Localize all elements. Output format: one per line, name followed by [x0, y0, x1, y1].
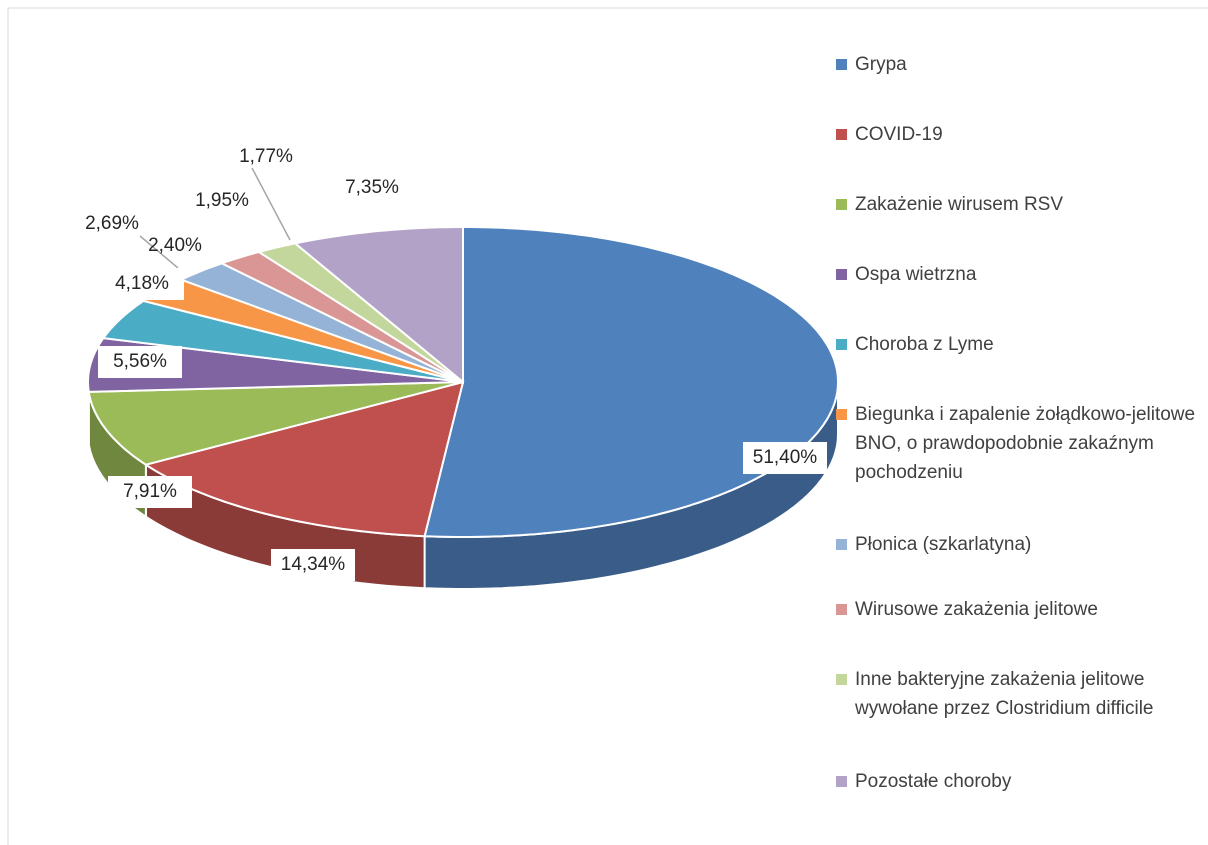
legend-label: Biegunka i zapalenie żołądkowo-jelitowe … [855, 404, 1196, 483]
legend-item: Ospa wietrzna [836, 260, 1196, 289]
pie-slice [87, 381, 464, 466]
data-label: 51,40% [753, 447, 818, 468]
legend-label: Ospa wietrzna [855, 264, 977, 285]
legend-label: Choroba z Lyme [855, 334, 994, 355]
legend-label: Płonica (szkarlatyna) [855, 534, 1032, 555]
legend-item: Biegunka i zapalenie żołądkowo-jelitowe … [836, 400, 1196, 487]
legend-item: COVID-19 [836, 120, 1196, 149]
leader-line [139, 235, 179, 269]
data-label: 7,91% [123, 481, 177, 502]
leader-line [251, 167, 291, 241]
legend-swatch [836, 776, 847, 787]
legend-item: Grypa [836, 50, 1196, 79]
data-label: 7,35% [345, 177, 399, 198]
legend-item: Inne bakteryjne zakażenia jelitowe wywoł… [836, 665, 1196, 723]
pie-slice [423, 226, 840, 538]
legend-label: Inne bakteryjne zakażenia jelitowe wywoł… [855, 669, 1154, 719]
legend-label: COVID-19 [855, 124, 943, 145]
data-label: 1,77% [239, 146, 293, 167]
legend-swatch [836, 409, 847, 420]
legend-label: Wirusowe zakażenia jelitowe [855, 599, 1098, 620]
legend-item: Wirusowe zakażenia jelitowe [836, 595, 1196, 624]
data-label: 14,34% [281, 554, 346, 575]
chart-frame [7, 7, 1208, 845]
legend-swatch [836, 269, 847, 280]
legend-item: Płonica (szkarlatyna) [836, 530, 1196, 559]
legend-swatch [836, 59, 847, 70]
legend-label: Grypa [855, 54, 907, 75]
data-label: 2,69% [85, 213, 139, 234]
data-label: 5,56% [113, 351, 167, 372]
legend-swatch [836, 129, 847, 140]
data-label: 4,18% [115, 273, 169, 294]
legend-item: Choroba z Lyme [836, 330, 1196, 359]
legend-label: Pozostałe choroby [855, 771, 1012, 792]
data-label-box [98, 346, 182, 378]
pie-slice [292, 226, 464, 385]
legend-swatch [836, 604, 847, 615]
legend-label: Zakażenie wirusem RSV [855, 194, 1064, 215]
pie-slice [178, 262, 464, 383]
legend-item: Zakażenie wirusem RSV [836, 190, 1196, 219]
pie-slice [101, 299, 464, 383]
data-label: 1,95% [195, 190, 249, 211]
data-label-box [271, 549, 355, 581]
data-label-box [743, 442, 827, 474]
legend-swatch [836, 339, 847, 350]
legend-swatch [836, 539, 847, 550]
legend-swatch [836, 674, 847, 685]
legend-item: Pozostałe choroby [836, 767, 1196, 796]
data-label: 2,40% [148, 235, 202, 256]
data-label-box [108, 476, 192, 508]
data-label-box [100, 268, 184, 300]
legend-swatch [836, 199, 847, 210]
